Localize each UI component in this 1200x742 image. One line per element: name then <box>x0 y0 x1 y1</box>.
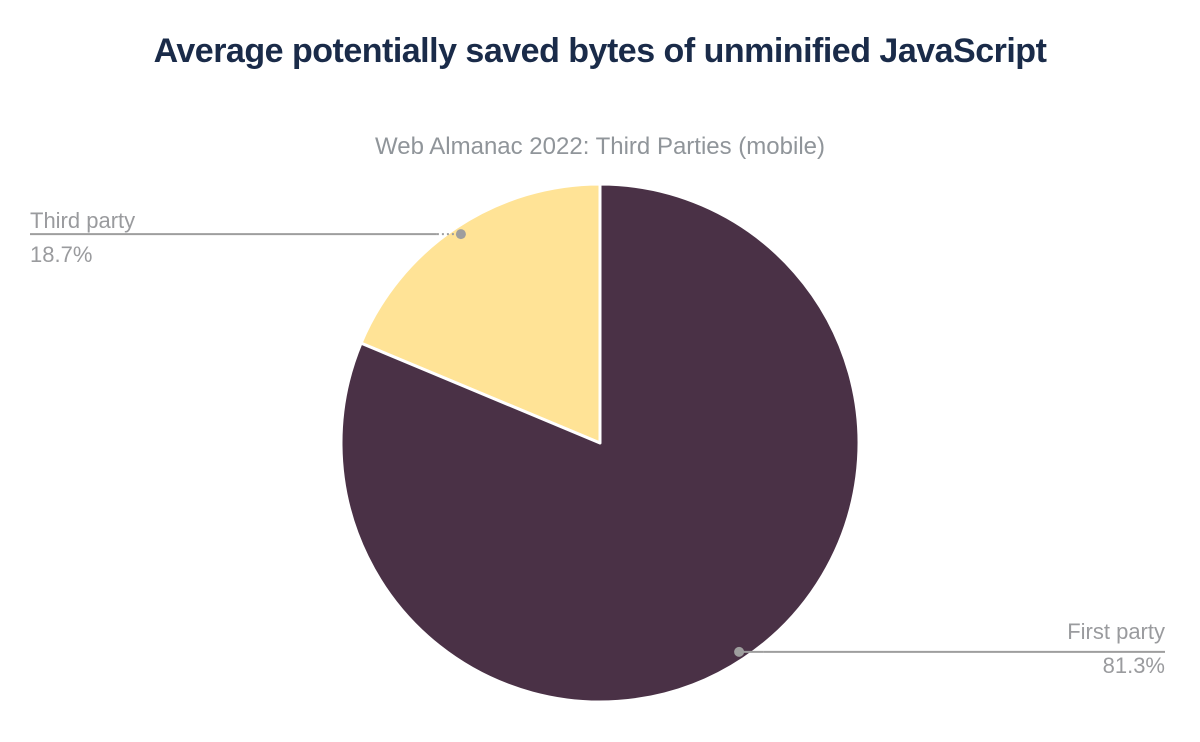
pie-slice-third-party <box>359 182 602 445</box>
first-party-slice-value: 81.3% <box>1102 653 1165 678</box>
first-party-slice-label: First party <box>1067 619 1165 644</box>
third-party-slice-label: Third party <box>30 208 136 233</box>
third-party-slice-value: 18.7% <box>30 242 93 267</box>
chart-title: Average potentially saved bytes of unmin… <box>153 32 1047 70</box>
leader-dot <box>734 646 745 657</box>
pie-slice-first-party <box>339 182 861 704</box>
leader-dot <box>455 229 466 240</box>
callout-third-party: Third party 18.7% <box>30 207 135 268</box>
chart-subtitle: Web Almanac 2022: Third Parties (mobile) <box>375 133 825 160</box>
callout-first-party: First party 81.3% <box>1067 618 1165 679</box>
